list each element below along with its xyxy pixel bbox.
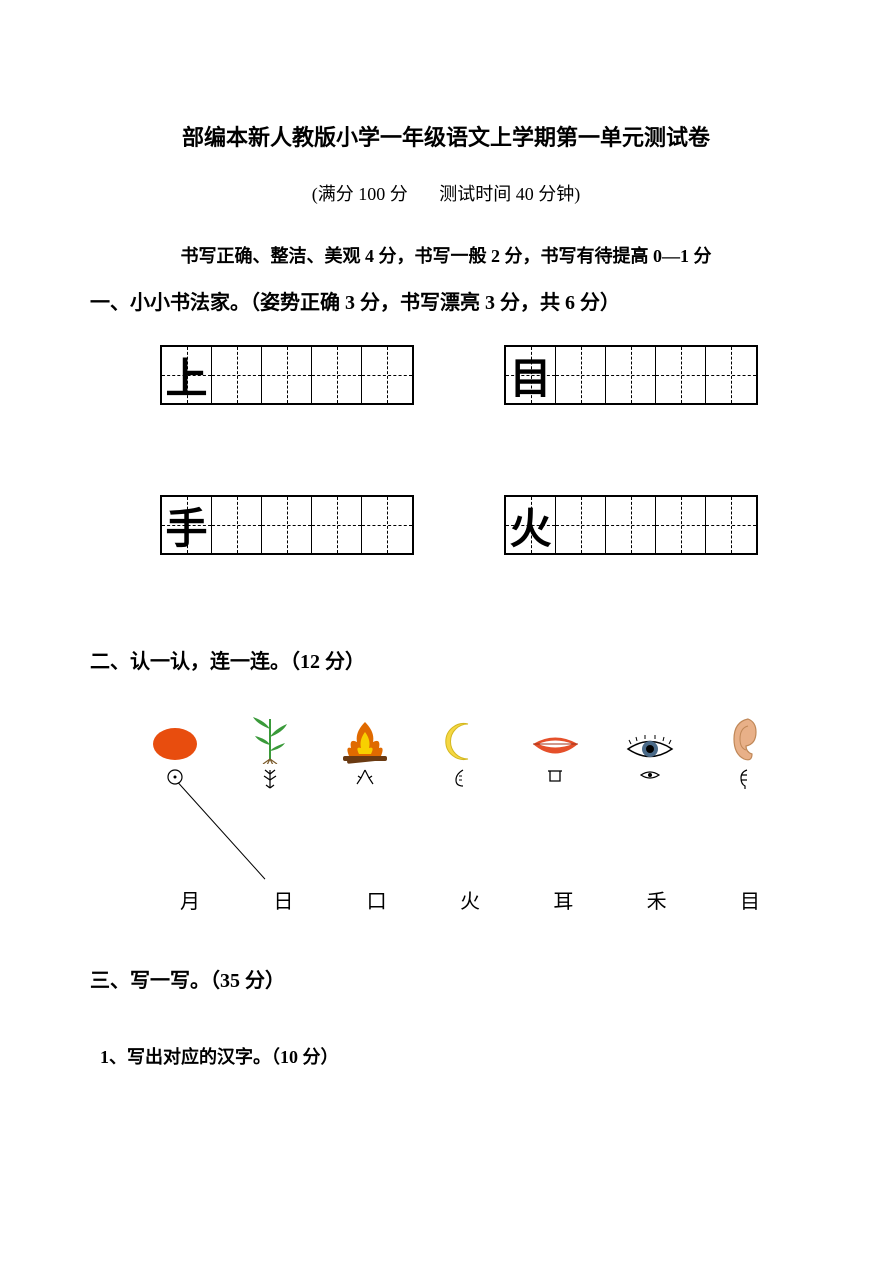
- match-word: 日: [253, 885, 313, 914]
- oracle-glyph: [425, 768, 495, 795]
- page-title: 部编本新人教版小学一年级语文上学期第一单元测试卷: [100, 120, 792, 152]
- full-score: (满分 100 分: [312, 184, 408, 204]
- fire-icon: [330, 704, 400, 764]
- writing-grid-row-1: 上 目: [160, 345, 792, 405]
- match-word: 口: [347, 885, 407, 914]
- oracle-glyph: [615, 768, 685, 795]
- time-limit: 测试时间 40 分钟): [439, 184, 580, 204]
- word-row: 月 日 口 火 耳 禾 目: [160, 885, 780, 914]
- subsection-3-1: 1、写出对应的汉字。（10 分）: [100, 1043, 792, 1069]
- writing-grid[interactable]: 目: [504, 345, 758, 405]
- oracle-glyph: [710, 768, 780, 795]
- grid-char: 火: [506, 497, 555, 553]
- grid-char: 手: [162, 497, 211, 553]
- subtitle: (满分 100 分 测试时间 40 分钟): [100, 180, 792, 206]
- writing-grid[interactable]: 上: [160, 345, 414, 405]
- eye-icon: [615, 704, 685, 764]
- ear-icon: [710, 704, 780, 764]
- plant-icon: [235, 704, 305, 764]
- mouth-icon: [520, 704, 590, 764]
- grading-note: 书写正确、整洁、美观 4 分，书写一般 2 分，书写有待提高 0—1 分: [100, 242, 792, 268]
- grid-char: 上: [162, 347, 211, 403]
- section-2-heading: 二、认一认，连一连。（12 分）: [90, 645, 792, 674]
- oracle-glyph: [330, 768, 400, 795]
- oracle-glyph: [140, 768, 210, 795]
- match-word: 目: [720, 885, 780, 914]
- match-word: 禾: [627, 885, 687, 914]
- oracle-glyph: [235, 768, 305, 795]
- oracle-row: [140, 768, 780, 795]
- writing-grid[interactable]: 手: [160, 495, 414, 555]
- match-line: [178, 782, 266, 879]
- section-1-heading: 一、小小书法家。（姿势正确 3 分，书写漂亮 3 分，共 6 分）: [90, 286, 792, 315]
- oracle-glyph: [520, 768, 590, 795]
- sun-icon: [140, 704, 210, 764]
- match-word: 火: [440, 885, 500, 914]
- grid-char: 目: [506, 347, 555, 403]
- writing-grid-row-2: 手 火: [160, 495, 792, 555]
- match-word: 月: [160, 885, 220, 914]
- section-3-heading: 三、写一写。（35 分）: [90, 964, 792, 993]
- picture-row: [140, 704, 780, 764]
- writing-grid[interactable]: 火: [504, 495, 758, 555]
- matching-area: 月 日 口 火 耳 禾 目: [130, 704, 792, 904]
- moon-icon: [425, 704, 495, 764]
- match-word: 耳: [533, 885, 593, 914]
